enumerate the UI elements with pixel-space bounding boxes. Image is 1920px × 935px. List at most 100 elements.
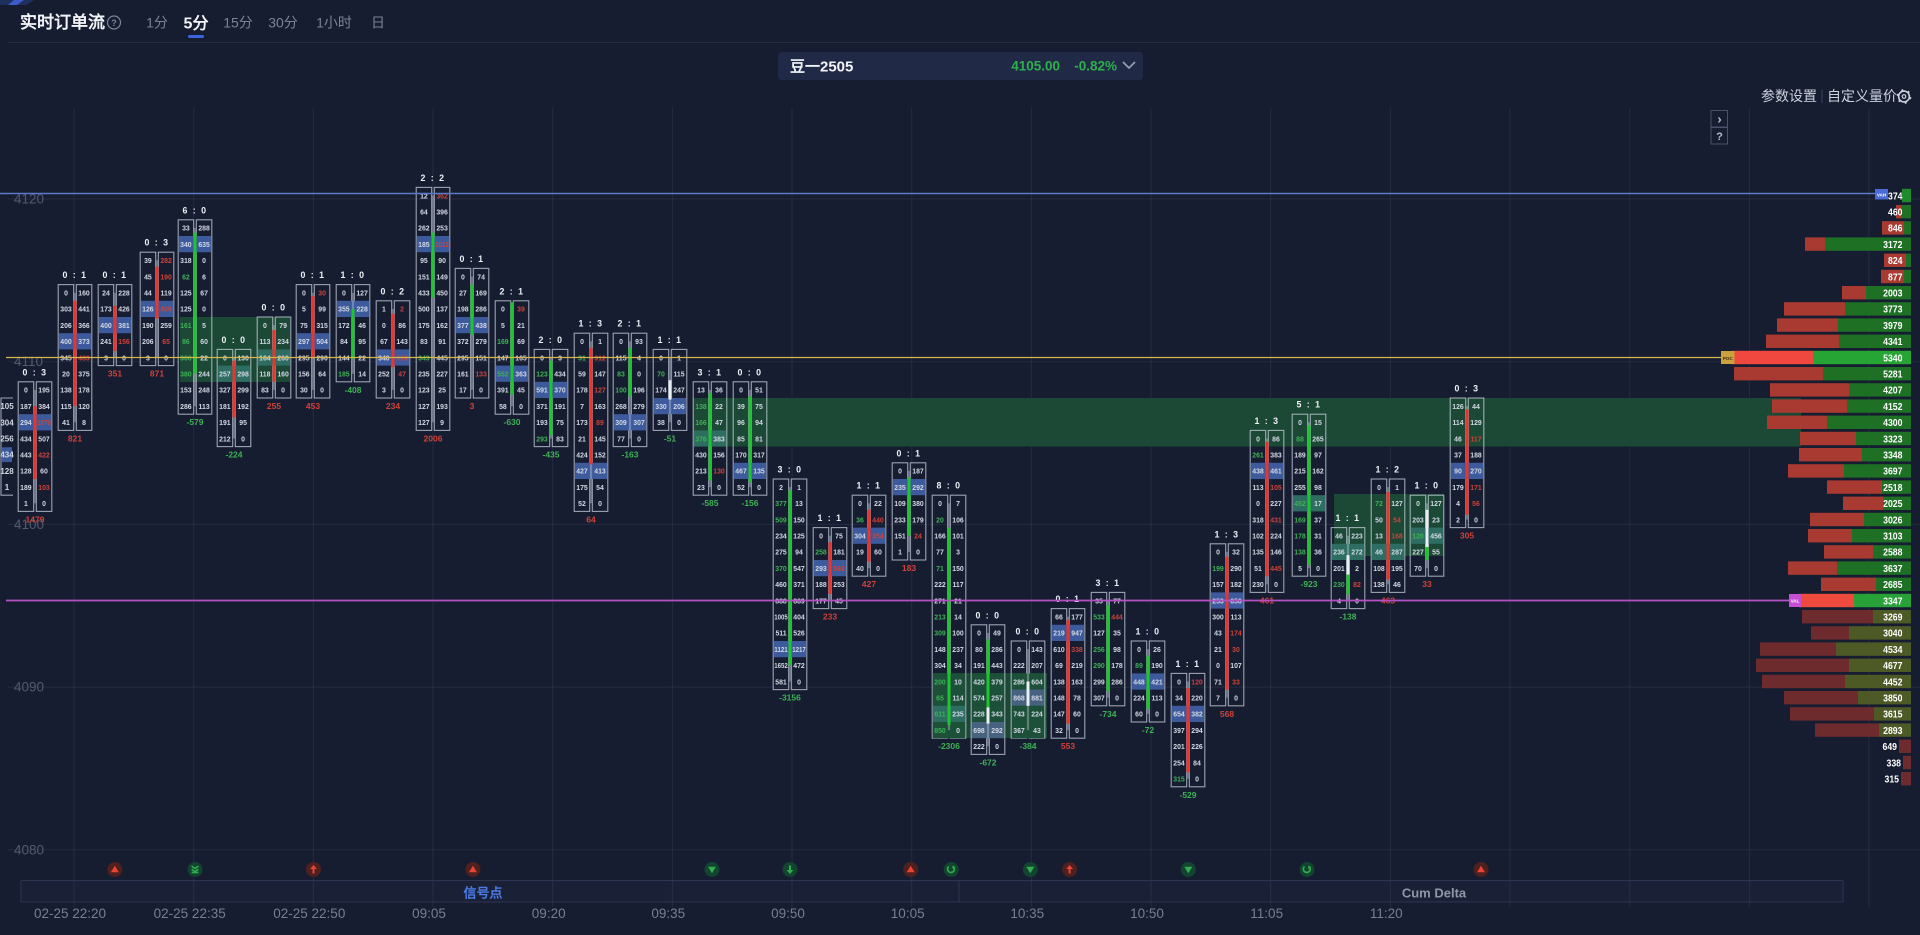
svg-text:377: 377 [457,323,469,330]
svg-text:0: 0 [202,258,206,265]
svg-text:191: 191 [554,404,566,411]
svg-text:4090: 4090 [14,680,44,695]
svg-text:44: 44 [1472,404,1480,411]
svg-text:166: 166 [934,534,946,541]
svg-text:461: 461 [1270,469,1282,476]
svg-text:150: 150 [793,517,805,524]
svg-text:472: 472 [793,663,805,670]
svg-text:304: 304 [0,418,14,427]
svg-text:0: 0 [995,744,999,751]
svg-text:115: 115 [615,355,626,362]
svg-text:434: 434 [0,451,14,460]
svg-text:253: 253 [1212,598,1224,605]
svg-text:5281: 5281 [1883,369,1903,381]
svg-text:77: 77 [936,550,944,557]
svg-text:222: 222 [1013,663,1025,670]
svg-text:743: 743 [1013,712,1025,719]
svg-text:130: 130 [713,469,725,476]
svg-text:448: 448 [1133,679,1145,686]
svg-text:0: 0 [619,339,623,346]
svg-text:30: 30 [1232,647,1240,654]
svg-text:0: 0 [202,307,206,314]
svg-text:171: 171 [1470,485,1482,492]
svg-text:293: 293 [536,436,548,443]
svg-text:2012: 2012 [435,242,449,249]
svg-text:460: 460 [775,582,787,589]
svg-text:39: 39 [737,404,745,411]
svg-text:227: 227 [1412,550,1424,557]
svg-text:115: 115 [673,372,684,379]
svg-text:400: 400 [60,339,72,346]
svg-text:43: 43 [1033,728,1041,735]
svg-text:74: 74 [477,274,485,281]
svg-text:21: 21 [954,598,962,605]
svg-text:0: 0 [241,436,245,443]
svg-text:31: 31 [578,355,586,362]
svg-text:65: 65 [936,696,944,703]
svg-text:1 : 1: 1 : 1 [856,481,881,491]
svg-text:24: 24 [914,534,922,541]
svg-text:2003: 2003 [1883,288,1903,300]
svg-text:09:05: 09:05 [412,906,446,921]
svg-text:25: 25 [438,388,446,395]
svg-text:38: 38 [657,420,665,427]
svg-text:338: 338 [1887,757,1902,769]
svg-text:0: 0 [461,274,465,281]
svg-text:0: 0 [977,631,981,638]
svg-text:128: 128 [0,467,14,476]
svg-text:09:50: 09:50 [771,906,805,921]
svg-text:98: 98 [1314,485,1322,492]
svg-text:36: 36 [715,388,723,395]
svg-text:5 : 1: 5 : 1 [1296,400,1321,410]
svg-text:13: 13 [1375,534,1383,541]
svg-text:295: 295 [298,355,310,362]
svg-text:343: 343 [418,355,430,362]
svg-text:55: 55 [1432,550,1440,557]
svg-text:440: 440 [872,517,884,524]
svg-text:93: 93 [635,339,643,346]
svg-text:185: 185 [418,242,430,249]
svg-text:0: 0 [281,388,285,395]
svg-text:0 : 1: 0 : 1 [896,448,921,458]
svg-text:213: 213 [695,469,707,476]
svg-text:2 : 0: 2 : 0 [538,335,563,345]
svg-text:86: 86 [182,339,190,346]
svg-text:307: 307 [633,420,645,427]
svg-text:179: 179 [912,517,924,524]
svg-text:138: 138 [695,404,707,411]
svg-text:52: 52 [737,485,745,492]
svg-text:20: 20 [936,517,944,524]
svg-text:13: 13 [795,501,803,508]
svg-text:0: 0 [320,388,324,395]
svg-text:396: 396 [436,210,448,217]
svg-text:233: 233 [894,517,906,524]
svg-text:4452: 4452 [1883,676,1903,688]
svg-text:226: 226 [1191,744,1203,751]
svg-text:-672: -672 [979,757,996,767]
svg-text:4: 4 [1337,598,1341,605]
svg-text:94: 94 [795,550,803,557]
svg-text:2 : 1: 2 : 1 [617,319,642,329]
svg-text:105: 105 [1270,485,1282,492]
svg-text:35: 35 [1095,598,1103,605]
svg-text:7: 7 [580,404,584,411]
svg-text:191: 191 [973,663,985,670]
svg-text:611: 611 [934,712,945,719]
svg-text:168: 168 [1391,534,1403,541]
svg-text:46: 46 [1454,436,1462,443]
svg-text:434: 434 [20,436,32,443]
svg-text:6 : 0: 6 : 0 [182,205,207,215]
svg-text:222: 222 [934,582,946,589]
svg-text:175: 175 [418,323,430,330]
svg-text:467: 467 [735,469,747,476]
svg-text:3615: 3615 [1883,709,1903,721]
svg-text:85: 85 [737,436,745,443]
svg-text:95: 95 [420,258,428,265]
svg-text:206: 206 [673,404,685,411]
svg-text:84: 84 [1193,760,1201,767]
svg-text:60: 60 [1135,712,1143,719]
svg-text:426: 426 [118,307,130,314]
svg-text:215: 215 [1294,469,1306,476]
svg-text:183: 183 [902,563,916,573]
svg-text:108: 108 [1373,566,1385,573]
